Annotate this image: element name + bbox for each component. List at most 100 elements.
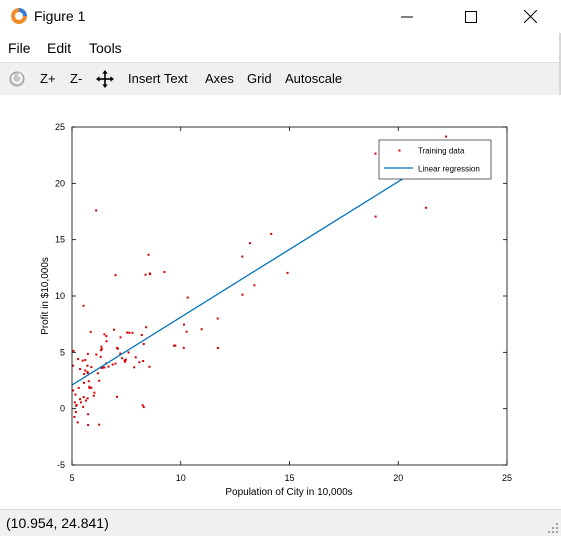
data-point [425, 206, 428, 209]
data-point [75, 403, 78, 406]
legend-marker-icon [398, 149, 401, 152]
data-point [124, 358, 127, 361]
rotate-icon[interactable] [8, 70, 26, 88]
data-point [72, 364, 75, 367]
pan-icon[interactable] [96, 70, 114, 88]
data-point [200, 328, 203, 331]
close-button[interactable] [507, 0, 553, 33]
data-point [270, 232, 273, 235]
data-point [127, 351, 130, 354]
data-point [114, 274, 117, 277]
data-point [107, 365, 110, 368]
data-point [87, 380, 90, 383]
data-point [86, 352, 89, 355]
status-bar: (10.954, 24.841) [0, 509, 561, 536]
close-icon [523, 10, 537, 23]
data-point [87, 413, 90, 416]
legend-linear-regression: Linear regression [418, 165, 480, 174]
data-point [116, 395, 119, 398]
zoom-out-button[interactable]: Z- [70, 71, 83, 86]
zoom-in-button[interactable]: Z+ [40, 71, 56, 86]
data-point [98, 423, 101, 426]
data-point [72, 389, 75, 392]
y-tick-label: -5 [57, 460, 65, 470]
y-tick-label: 5 [60, 347, 65, 357]
data-point [142, 406, 145, 409]
data-point [174, 344, 177, 347]
data-point [147, 253, 150, 256]
y-tick-label: 20 [55, 178, 65, 188]
data-point [82, 405, 85, 408]
menu-bar: File Edit Tools [0, 37, 561, 59]
data-point [114, 362, 117, 365]
x-axis-ticks: 5 10 15 20 25 [69, 127, 512, 483]
data-point [445, 135, 448, 138]
legend-box [378, 139, 492, 180]
data-point [88, 386, 91, 389]
data-point [148, 365, 151, 368]
data-point [84, 369, 87, 372]
data-point [84, 358, 87, 361]
data-point [253, 284, 256, 287]
data-point [92, 394, 95, 397]
data-point [141, 404, 144, 407]
resize-grip-icon[interactable] [548, 523, 558, 533]
y-tick-label: 0 [60, 404, 65, 414]
maximize-icon [465, 10, 477, 23]
data-point [100, 366, 103, 369]
maximize-button[interactable] [448, 0, 494, 33]
data-point [131, 331, 134, 334]
data-point [105, 335, 108, 338]
y-tick-label: 25 [55, 122, 65, 132]
data-point [93, 391, 96, 394]
data-point [374, 215, 377, 218]
menu-file[interactable]: File [8, 40, 31, 56]
data-point [374, 152, 377, 155]
autoscale-button[interactable]: Autoscale [285, 71, 343, 86]
data-point [86, 364, 89, 367]
window-title: Figure 1 [34, 8, 86, 24]
data-point [142, 360, 145, 363]
data-point [82, 304, 85, 307]
y-axis-ticks: -5 0 5 10 15 20 25 [55, 122, 507, 470]
data-point [133, 366, 136, 369]
data-point [79, 368, 82, 371]
data-point [99, 349, 102, 352]
data-point [140, 333, 143, 336]
x-axis-label: Population of City in 10,000s [225, 487, 352, 498]
data-point [186, 296, 189, 299]
plot-area[interactable]: 5 10 15 20 25 -5 0 5 10 15 20 25 Population of Cit… [0, 95, 559, 509]
data-point [116, 347, 119, 350]
menu-tools[interactable]: Tools [89, 40, 122, 56]
menu-edit[interactable]: Edit [47, 40, 72, 56]
grid-button[interactable]: Grid [247, 71, 272, 86]
insert-text-button[interactable]: Insert Text [128, 71, 188, 86]
data-point [82, 381, 85, 384]
data-point [73, 416, 76, 419]
x-tick-label: 5 [69, 473, 74, 483]
data-point [81, 359, 84, 362]
data-point [119, 352, 122, 355]
data-point [83, 372, 86, 375]
y-tick-label: 10 [55, 291, 65, 301]
data-point [86, 372, 89, 375]
data-point [216, 317, 219, 320]
data-point [100, 345, 103, 348]
data-point [185, 330, 188, 333]
data-point [87, 424, 90, 427]
data-point [88, 385, 91, 388]
minimize-button[interactable] [384, 0, 430, 33]
axes-button[interactable]: Axes [205, 71, 234, 86]
data-point [95, 353, 98, 356]
data-point [84, 399, 87, 402]
data-point [77, 358, 80, 361]
data-point [111, 363, 114, 366]
data-point [241, 255, 244, 258]
data-point [138, 361, 141, 364]
x-tick-label: 10 [176, 473, 186, 483]
data-point [128, 331, 131, 334]
octave-icon [11, 8, 27, 24]
data-point [95, 209, 98, 212]
data-point [99, 355, 102, 358]
legend: Training data Linear regression [378, 139, 492, 180]
